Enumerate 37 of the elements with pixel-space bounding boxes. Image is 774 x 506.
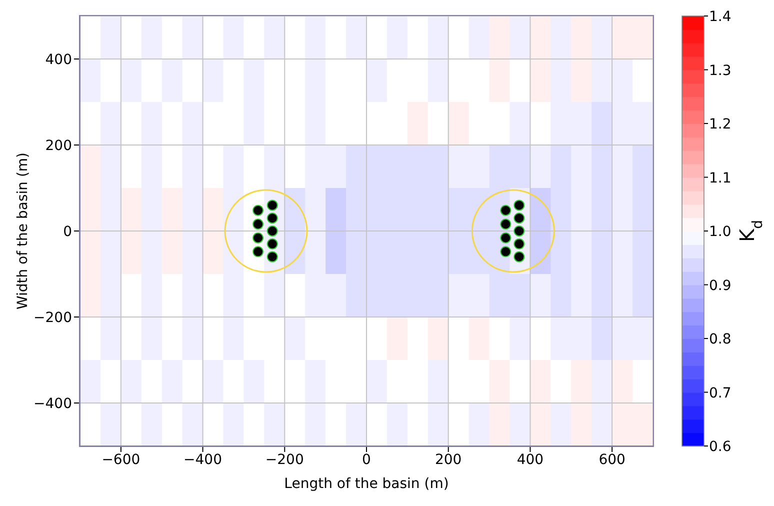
point xyxy=(252,246,264,258)
color-bar-label: 1.1 xyxy=(709,170,732,186)
y-tick-label: −200 xyxy=(34,310,72,326)
point xyxy=(500,204,512,216)
y-axis-title: Width of the basin (m) xyxy=(14,152,31,310)
y-tick-label: 400 xyxy=(45,52,72,68)
x-tick-label: 400 xyxy=(516,452,544,468)
x-tick-label: 0 xyxy=(362,452,371,468)
color-bar-label: 0.9 xyxy=(709,278,732,294)
point xyxy=(500,232,512,244)
x-tick-label: −400 xyxy=(184,452,222,468)
color-bar-label: 0.8 xyxy=(709,332,732,348)
color-bar-label: 1.3 xyxy=(709,62,732,79)
x-tick-label: 200 xyxy=(434,452,462,468)
point xyxy=(266,238,278,250)
point xyxy=(500,218,512,230)
point xyxy=(514,212,525,224)
point xyxy=(266,212,278,224)
point xyxy=(266,226,278,236)
point xyxy=(500,246,512,258)
color-bar-label: 1.4 xyxy=(709,9,732,25)
color-bar-label: 1.2 xyxy=(709,116,732,132)
point xyxy=(514,226,525,236)
point xyxy=(252,218,264,230)
color-bar-label: 0.6 xyxy=(709,439,732,455)
x-axis-title: Length of the basin (m) xyxy=(284,476,449,492)
x-tick-label: 600 xyxy=(598,452,626,468)
point xyxy=(252,232,264,244)
point xyxy=(514,238,525,250)
y-tick-label: 0 xyxy=(63,224,72,240)
point xyxy=(252,204,264,216)
x-tick-label: −200 xyxy=(265,452,304,468)
color-bar-label: 1.0 xyxy=(709,224,732,240)
y-tick-label: 200 xyxy=(45,138,72,154)
x-tick-label: −600 xyxy=(102,452,140,468)
color-bar-label: 0.7 xyxy=(709,385,732,402)
y-tick-label: −400 xyxy=(34,396,72,412)
